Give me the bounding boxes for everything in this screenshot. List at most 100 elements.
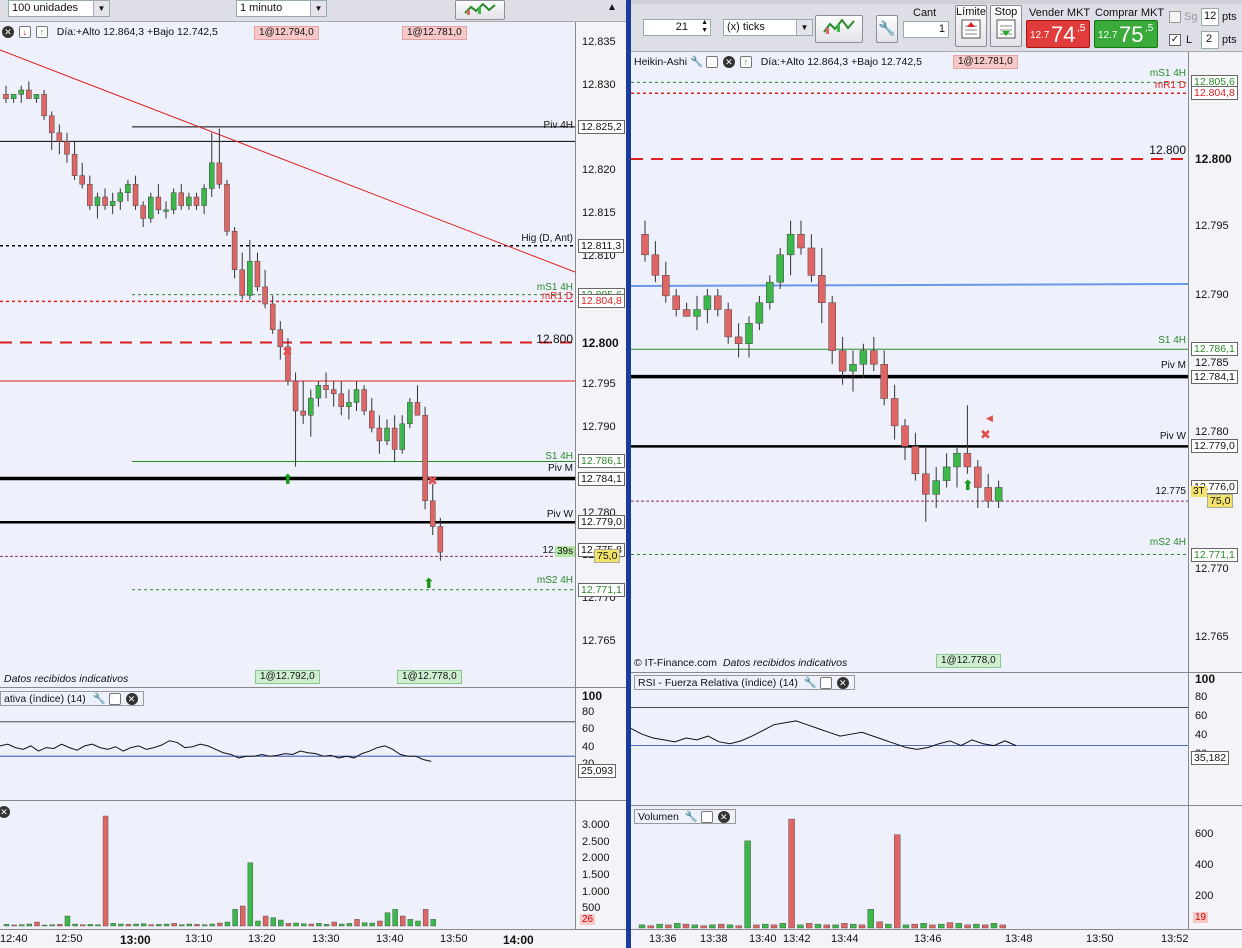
- volume-bar: [805, 923, 813, 929]
- close-icon[interactable]: ✕: [722, 56, 735, 69]
- volume-bar: [700, 925, 707, 929]
- right-time-axis[interactable]: 13:36 13:38 13:40 13:42 13:44 13:46 13:48 13:50…: [631, 929, 1242, 948]
- candle: [376, 427, 383, 442]
- right-volume-panel[interactable]: Volumen 🔧 ✕: [631, 805, 1188, 929]
- right-chart-title: Heikin-Ashi: [634, 56, 688, 68]
- chart-type-button[interactable]: [455, 0, 505, 20]
- candle: [901, 425, 909, 447]
- candle: [323, 385, 329, 390]
- volume-bar: [270, 917, 276, 927]
- volume-bar: [938, 923, 945, 929]
- close-icon[interactable]: ✕: [717, 811, 730, 824]
- time-tick: 13:20: [248, 933, 276, 945]
- sell-mkt-button[interactable]: 12.7 74 ,5: [1026, 20, 1090, 48]
- rsi-line: [0, 740, 432, 762]
- order-tag[interactable]: 1@12.781,0: [402, 26, 467, 40]
- candle: [262, 286, 268, 305]
- left-rsi-panel[interactable]: ativa (índice) (14) 🔧 ✕: [0, 687, 575, 800]
- candle: [109, 201, 116, 206]
- left-rsi-value: 25,093: [578, 764, 617, 778]
- buy-price-prefix: 12.7: [1098, 30, 1118, 41]
- left-time-axis[interactable]: 12:40 12:50 13:00 13:10 13:20 13:30 13:40 13:50…: [0, 929, 628, 948]
- window-icon[interactable]: [706, 56, 719, 69]
- chart-type-button[interactable]: [815, 15, 863, 43]
- volume-bar: [779, 923, 787, 929]
- candle: [870, 350, 878, 365]
- price-box: 12.779,0: [1191, 439, 1238, 454]
- sg-checkbox[interactable]: [1169, 11, 1181, 23]
- sg-input[interactable]: 12: [1201, 8, 1219, 26]
- ticks-stepper[interactable]: 21 ▲ ▼: [643, 19, 711, 36]
- settings-wrench-button[interactable]: 🔧: [876, 15, 898, 43]
- price-box: 12.771,1: [578, 582, 625, 597]
- volume-bar: [316, 923, 322, 927]
- candle: [87, 183, 93, 206]
- wrench-icon[interactable]: 🔧: [92, 693, 106, 705]
- stepper-arrows-icon[interactable]: ▲ ▼: [701, 19, 708, 34]
- buy-price-sup: ,5: [1145, 23, 1154, 34]
- left-price-chart[interactable]: ✖ ✖ ⬆ ⬆ ✕ ↓ ↑ Día:+Alto 12.864,3 +Bajo 12.7…: [0, 22, 575, 687]
- buy-icon[interactable]: ↑: [739, 56, 752, 69]
- candle: [414, 402, 421, 416]
- volume-bar: [240, 905, 246, 927]
- close-icon[interactable]: ✕: [0, 806, 10, 818]
- candle: [41, 94, 47, 116]
- sell-icon[interactable]: ↓: [18, 26, 31, 39]
- price-tick: 12.795: [582, 378, 616, 391]
- right-price-chart[interactable]: ✖ ⬆ ◀ Heikin-Ashi 🔧 ✕ ↑ Día:+Alto 12.864,3…: [631, 52, 1188, 672]
- right-rsi-plot: [631, 707, 1188, 750]
- buy-mkt-button[interactable]: 12.7 75 ,5: [1094, 20, 1158, 48]
- candle: [651, 254, 660, 276]
- sg-input-value: 12: [1204, 10, 1217, 22]
- wrench-icon[interactable]: 🔧: [684, 811, 698, 823]
- volume-bar: [946, 922, 954, 929]
- close-icon[interactable]: ✕: [2, 26, 14, 39]
- limit-order-icon: [961, 19, 981, 39]
- ticks-unit-select[interactable]: (x) ticks ▼: [723, 19, 813, 36]
- buy-icon[interactable]: ↑: [35, 26, 48, 39]
- left-price-axis[interactable]: 12.83512.83012.82512.82012.81512.81012.8…: [575, 22, 628, 687]
- window-icon[interactable]: [819, 677, 832, 690]
- close-icon[interactable]: ✕: [125, 693, 138, 706]
- order-tag[interactable]: 1@12.781,0: [953, 55, 1018, 69]
- cant-input[interactable]: 1: [903, 21, 949, 38]
- volume-bar: [186, 923, 193, 927]
- left-volume-panel[interactable]: ✕: [0, 800, 575, 929]
- candle: [64, 141, 70, 155]
- candle: [974, 466, 982, 488]
- rsi-tick: 60: [582, 723, 595, 736]
- window-icon[interactable]: [700, 811, 713, 824]
- cant-label: Cant: [913, 7, 937, 19]
- l-checkbox[interactable]: ✓: [1169, 34, 1181, 46]
- quantity-select[interactable]: 100 unidades ▼: [8, 0, 110, 17]
- order-tag[interactable]: 1@12.778,0: [936, 654, 1001, 668]
- timeframe-select[interactable]: 1 minuto ▼: [236, 0, 327, 17]
- volume-bar: [285, 923, 292, 927]
- candle: [224, 183, 230, 232]
- price-box: 12.784,1: [1191, 369, 1238, 384]
- chart-type-icon: [823, 18, 855, 34]
- chevron-down-icon: ▼: [310, 1, 326, 16]
- volume-bar: [797, 924, 804, 929]
- right-rsi-panel[interactable]: RSI - Fuerza Relativa (índice) (14) 🔧 ✕: [631, 672, 1188, 805]
- volume-bar: [964, 924, 971, 929]
- window-icon[interactable]: [108, 693, 121, 706]
- limit-order-button[interactable]: Límite: [955, 5, 987, 47]
- order-tag[interactable]: 1@12.778,0: [397, 670, 462, 684]
- volume-bar: [814, 923, 822, 929]
- wrench-icon[interactable]: 🔧: [803, 677, 817, 689]
- window-splitter[interactable]: [626, 0, 631, 948]
- close-icon[interactable]: ✕: [836, 677, 849, 690]
- wrench-icon[interactable]: 🔧: [690, 56, 704, 68]
- right-rsi-axis: 10080604020 35,182: [1188, 672, 1242, 805]
- stop-order-button[interactable]: Stop: [990, 5, 1022, 47]
- candle: [391, 427, 398, 450]
- right-price-axis[interactable]: 12.800 12.795 12.790 12.785 12.780 12.770 12.7…: [1188, 52, 1242, 672]
- volume-bar: [346, 923, 353, 927]
- order-tag[interactable]: 1@12.794,0: [254, 26, 319, 40]
- scroll-up-arrow[interactable]: ▲: [607, 2, 617, 13]
- order-tag[interactable]: 1@12.792,0: [255, 670, 320, 684]
- l-input[interactable]: 2: [1201, 31, 1219, 49]
- volume-bar: [415, 920, 421, 927]
- left-candlestick-plot: ✖ ✖ ⬆ ⬆: [0, 49, 575, 592]
